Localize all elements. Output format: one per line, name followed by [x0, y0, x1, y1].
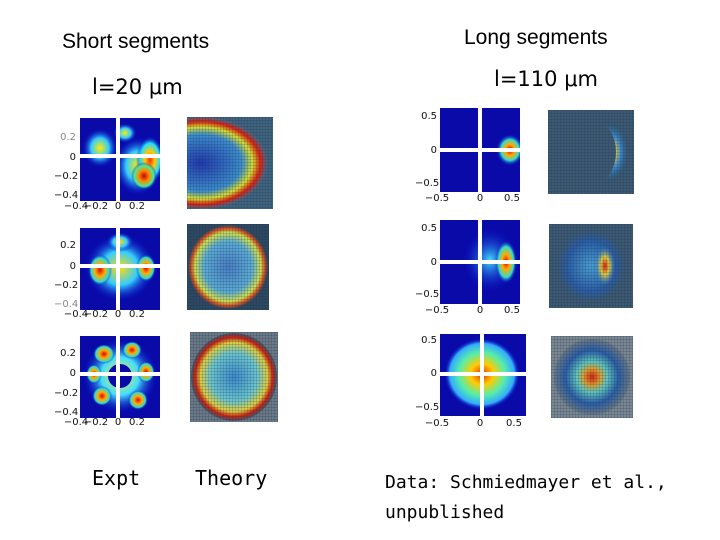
long-1-ytick-0: 0.5 [421, 111, 437, 122]
short-1-ytick-2: −0.2 [54, 171, 79, 182]
short-2-ytick-3: −0.4 [54, 299, 79, 310]
short-3-xtick-0: −0.4 [63, 417, 89, 428]
long-expt-panel-2 [440, 220, 520, 304]
short-3-ytick-2: −0.2 [54, 388, 79, 399]
short-3-ytick-3: −0.4 [54, 407, 79, 418]
long-expt-panel-3 [440, 334, 526, 416]
short-expt-panel-2 [80, 228, 160, 310]
long-1-xtick-1: 0 [476, 193, 484, 204]
short-1-xtick-1: −0.2 [83, 201, 109, 212]
short-length-label: l=20 μm [92, 75, 183, 99]
long-1-ytick-2: −0.5 [415, 178, 440, 189]
long-3-xtick-0: −0.5 [424, 418, 450, 429]
long-3-xtick-2: 0.5 [506, 418, 522, 429]
long-theory-panel-2 [549, 224, 633, 308]
long-2-xtick-1: 0 [476, 305, 484, 316]
long-2-ytick-1: 0 [430, 257, 437, 268]
long-expt-panel-1 [440, 108, 520, 192]
expt-caption: Expt [92, 466, 141, 490]
long-3-xtick-1: 0 [476, 418, 484, 429]
short-theory-panel-1 [187, 117, 273, 209]
theory-caption: Theory [195, 466, 268, 490]
short-theory-panel-3 [190, 332, 278, 422]
long-3-ytick-2: −0.5 [415, 402, 440, 413]
short-2-ytick-2: −0.2 [54, 280, 79, 291]
long-segments-heading: Long segments [464, 26, 608, 49]
short-3-xtick-1: −0.2 [83, 417, 109, 428]
long-length-label: l=110 μm [494, 67, 599, 91]
short-2-xtick-0: −0.4 [63, 309, 89, 320]
long-2-ytick-2: −0.5 [415, 289, 440, 300]
short-1-ytick-1: 0 [69, 152, 76, 163]
short-expt-panel-1 [80, 118, 160, 201]
short-2-ytick-1: 0 [69, 261, 76, 272]
long-1-xtick-2: 0.5 [504, 193, 520, 204]
short-segments-heading: Short segments [62, 30, 210, 53]
short-expt-panel-3 [80, 336, 160, 418]
credit-line-2: unpublished [385, 502, 505, 523]
data-credit: Data: Schmiedmayer et al., unpublished [385, 468, 667, 528]
short-3-ytick-1: 0 [69, 368, 76, 379]
short-3-ytick-0: 0.2 [60, 348, 76, 359]
long-theory-panel-3 [551, 336, 633, 418]
short-2-xtick-3: 0.2 [129, 309, 145, 320]
long-theory-panel-1 [548, 110, 634, 194]
short-2-xtick-2: 0 [114, 309, 122, 320]
long-2-ytick-0: 0.5 [421, 223, 437, 234]
long-1-ytick-1: 0 [430, 145, 437, 156]
short-theory-panel-2 [187, 224, 269, 310]
short-3-xtick-2: 0 [114, 417, 122, 428]
long-3-ytick-1: 0 [430, 368, 437, 379]
short-3-xtick-3: 0.2 [129, 417, 145, 428]
credit-line-1: Data: Schmiedmayer et al., [385, 472, 667, 493]
short-1-ytick-0: 0.2 [60, 132, 76, 143]
long-2-xtick-0: −0.5 [424, 305, 450, 316]
short-1-xtick-0: −0.4 [63, 201, 89, 212]
short-1-ytick-3: −0.4 [54, 190, 79, 201]
short-2-ytick-0: 0.2 [60, 240, 76, 251]
short-1-xtick-3: 0.2 [129, 201, 145, 212]
long-3-ytick-0: 0.5 [421, 335, 437, 346]
short-1-xtick-2: 0 [114, 201, 122, 212]
long-2-xtick-2: 0.5 [504, 305, 520, 316]
short-2-xtick-1: −0.2 [83, 309, 109, 320]
long-1-xtick-0: −0.5 [424, 193, 450, 204]
